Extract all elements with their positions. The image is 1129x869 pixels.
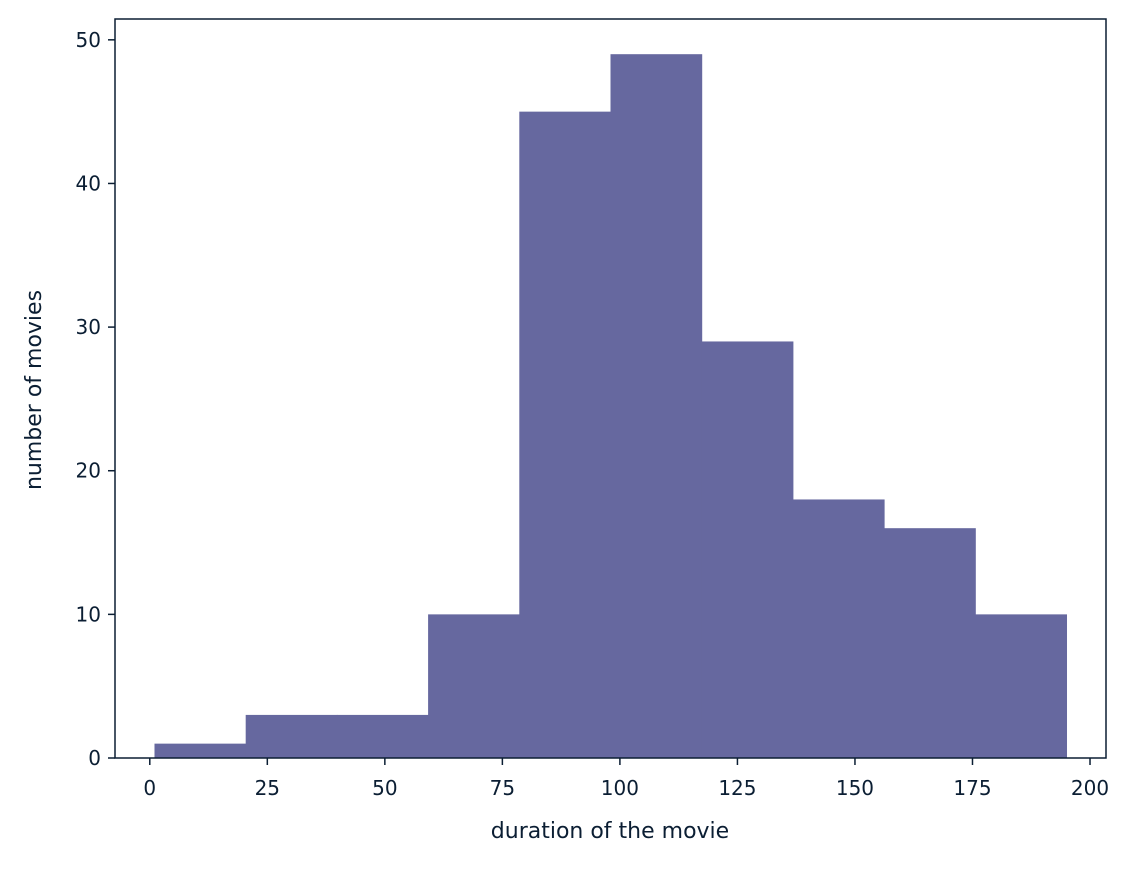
histogram-bar: [610, 54, 703, 758]
x-tick-label: 175: [953, 776, 991, 800]
histogram-bar: [245, 714, 338, 758]
x-tick-label: 200: [1071, 776, 1109, 800]
y-tick-label: 20: [76, 459, 101, 483]
histogram-bar: [701, 341, 794, 758]
x-tick-label: 125: [718, 776, 756, 800]
plot-frame: [114, 18, 1107, 759]
y-axis-ticks: 0 10 20 30 40 50: [76, 28, 115, 770]
y-tick-label: 40: [76, 171, 101, 195]
y-axis-label: number of movies: [22, 290, 47, 490]
histogram-bar: [792, 499, 885, 758]
histogram-bar: [154, 743, 247, 758]
bars-group: [154, 54, 1068, 759]
x-tick-label: 25: [255, 776, 280, 800]
y-tick-label: 0: [88, 746, 101, 770]
x-tick-label: 150: [836, 776, 874, 800]
x-tick-label: 100: [601, 776, 639, 800]
histogram-bar: [428, 614, 520, 758]
x-tick-label: 0: [143, 776, 156, 800]
histogram-bar: [884, 528, 976, 758]
histogram-bar: [975, 614, 1068, 758]
histogram-bar: [336, 714, 429, 758]
x-axis-ticks: 0 25 50 75 100 125 150 175 200: [143, 758, 1109, 800]
y-tick-label: 30: [76, 315, 101, 339]
x-tick-label: 50: [372, 776, 397, 800]
y-tick-label: 10: [76, 602, 101, 626]
x-tick-label: 75: [490, 776, 515, 800]
x-axis-label: duration of the movie: [491, 819, 729, 844]
y-tick-label: 50: [76, 28, 101, 52]
histogram-bar: [519, 111, 611, 759]
